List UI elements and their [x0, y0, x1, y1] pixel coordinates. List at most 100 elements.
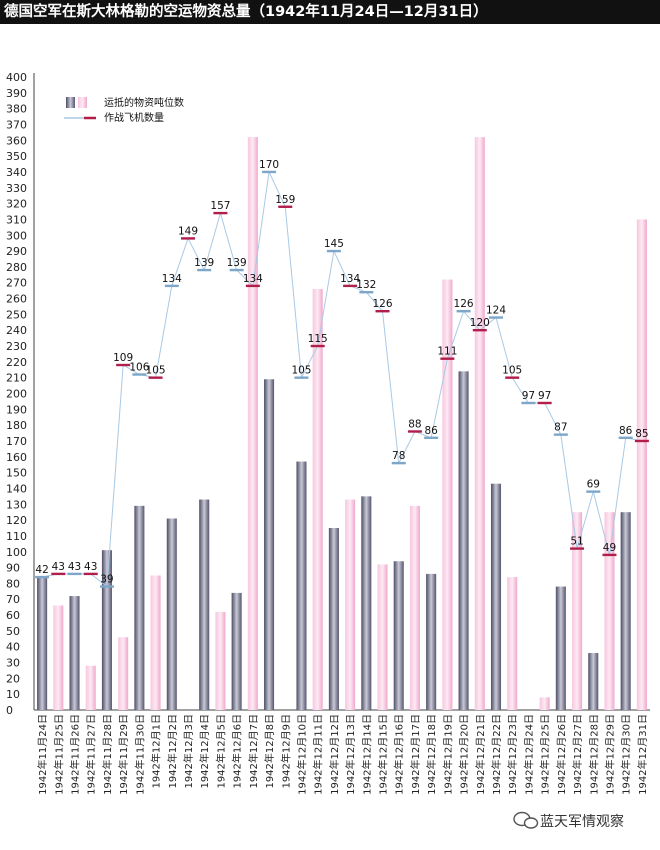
bar [231, 592, 242, 710]
data-label: 132 [356, 279, 376, 291]
x-tick-label: 1942年11月28日 [101, 714, 114, 795]
bar [134, 505, 145, 710]
x-tick-label: 1942年12月6日 [231, 714, 244, 789]
bar [604, 512, 615, 710]
bar [247, 137, 258, 710]
y-tick-label: 360 [6, 134, 27, 147]
bar [572, 512, 583, 710]
data-label: 134 [243, 273, 263, 285]
y-tick-label: 170 [6, 435, 27, 448]
y-tick-label: 330 [6, 182, 27, 195]
data-label: 43 [84, 561, 97, 573]
bar [442, 279, 453, 710]
y-tick-label: 40 [6, 641, 20, 654]
y-tick-label: 80 [6, 577, 20, 590]
y-tick-label: 160 [6, 451, 27, 464]
y-tick-label: 50 [6, 625, 20, 638]
x-tick-label: 1942年11月29日 [117, 714, 130, 795]
data-label: 97 [538, 390, 551, 402]
data-label: 86 [619, 425, 633, 437]
data-label: 157 [210, 200, 230, 212]
watermark-text: 蓝天军情观察 [540, 813, 624, 830]
y-tick-label: 100 [6, 546, 27, 559]
y-tick-label: 70 [6, 593, 20, 606]
x-tick-label: 1942年12月23日 [506, 714, 519, 795]
x-tick-label: 1942年12月21日 [474, 714, 487, 795]
y-tick-label: 60 [6, 609, 20, 622]
data-label: 149 [178, 225, 198, 237]
y-tick-label: 210 [6, 372, 27, 385]
y-tick-label: 30 [6, 657, 20, 670]
x-tick-label: 1942年11月30日 [133, 714, 146, 795]
y-tick-label: 110 [6, 530, 27, 543]
x-tick-label: 1942年12月27日 [571, 714, 584, 795]
data-label: 42 [35, 564, 48, 576]
bar [166, 518, 177, 710]
x-tick-label: 1942年12月26日 [555, 714, 568, 795]
x-tick-label: 1942年12月8日 [263, 714, 276, 789]
y-tick-label: 250 [6, 308, 27, 321]
data-label: 43 [52, 561, 65, 573]
wechat-icon [513, 811, 539, 829]
data-label: 111 [437, 346, 457, 358]
y-tick-label: 20 [6, 672, 20, 685]
data-label: 78 [392, 450, 405, 462]
y-tick-label: 10 [6, 688, 20, 701]
x-tick-label: 1942年12月16日 [393, 714, 406, 795]
y-tick-label: 390 [6, 87, 27, 100]
bar [85, 665, 96, 710]
x-tick-label: 1942年12月1日 [150, 714, 163, 789]
bar [409, 505, 420, 710]
x-tick-label: 1942年11月27日 [85, 714, 98, 795]
data-label: 105 [146, 365, 166, 377]
data-label: 39 [100, 574, 113, 586]
y-tick-label: 230 [6, 340, 27, 353]
data-label: 51 [570, 536, 583, 548]
data-label: 109 [113, 352, 133, 364]
data-label: 124 [486, 305, 506, 317]
data-label: 145 [324, 238, 344, 250]
bar [555, 586, 566, 710]
bar [588, 653, 599, 710]
data-label: 139 [194, 257, 214, 269]
y-tick-label: 0 [6, 704, 13, 717]
data-label: 126 [373, 298, 393, 310]
bar [199, 499, 210, 710]
x-tick-label: 1942年12月30日 [620, 714, 633, 795]
data-label: 120 [470, 317, 490, 329]
x-tick-label: 1942年12月25日 [539, 714, 552, 795]
y-tick-label: 320 [6, 198, 27, 211]
bar [490, 483, 502, 710]
y-tick-label: 350 [6, 150, 27, 163]
data-label: 126 [454, 298, 474, 310]
bar [377, 564, 388, 710]
data-label: 87 [554, 422, 567, 434]
legend-swatch-pink [78, 97, 87, 108]
x-tick-label: 1942年12月18日 [425, 714, 438, 795]
legend: 运抵的物资吨位数 作战飞机数量 [64, 96, 184, 124]
legend-bar-label: 运抵的物资吨位数 [104, 96, 184, 109]
x-tick-label: 1942年12月13日 [344, 714, 357, 795]
bar [458, 371, 469, 710]
data-label: 159 [275, 194, 295, 206]
y-tick-label: 150 [6, 467, 27, 480]
x-tick-label: 1942年11月24日 [36, 714, 49, 795]
x-tick-label: 1942年12月11日 [312, 714, 325, 795]
y-tick-label: 280 [6, 261, 27, 274]
bar [426, 573, 437, 710]
y-tick-label: 190 [6, 403, 27, 416]
bar [507, 577, 518, 710]
x-tick-label: 1942年12月12日 [328, 714, 341, 795]
x-tick-label: 1942年12月14日 [360, 714, 373, 795]
x-tick-label: 1942年12月15日 [377, 714, 390, 795]
y-tick-label: 90 [6, 562, 20, 575]
bar [296, 461, 307, 710]
bar [474, 137, 485, 710]
bar [328, 528, 339, 710]
y-tick-label: 300 [6, 229, 27, 242]
y-tick-label: 370 [6, 118, 27, 131]
data-label: 85 [635, 428, 648, 440]
y-tick-label: 220 [6, 356, 27, 369]
data-label: 105 [291, 365, 311, 377]
